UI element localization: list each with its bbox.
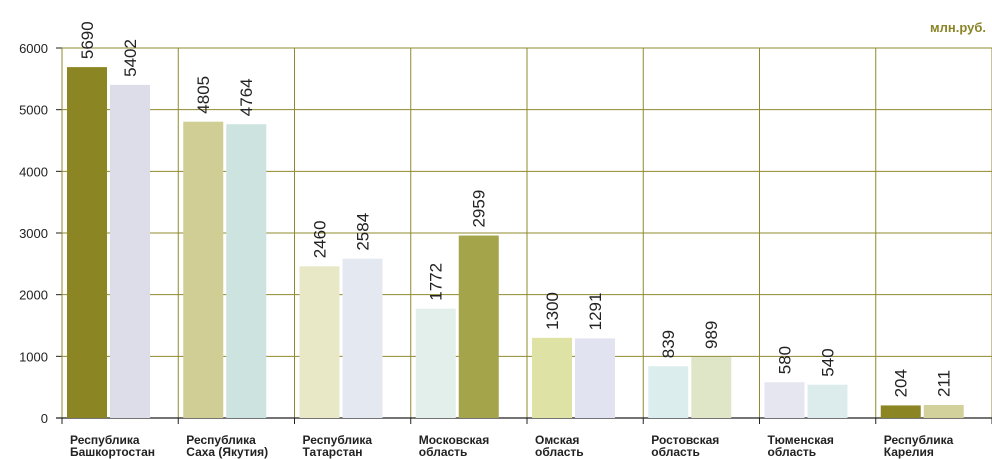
x-tick-label: Тюменская: [768, 433, 834, 447]
data-label: 211: [935, 370, 954, 397]
y-tick-label: 2000: [19, 288, 48, 303]
bar: [342, 258, 383, 418]
bar: [648, 366, 689, 418]
x-tick-label: Саха (Якутия): [186, 445, 268, 459]
x-tick-label: Республика: [303, 433, 373, 447]
x-tick-label: область: [768, 445, 817, 459]
y-tick-label: 0: [41, 411, 48, 426]
bar: [458, 235, 499, 418]
data-label: 2959: [470, 190, 489, 228]
data-label: 1300: [543, 292, 562, 330]
data-label: 2460: [311, 220, 330, 258]
bar: [299, 266, 340, 418]
x-tick-label: Омская: [535, 433, 579, 447]
x-tick-label: Республика: [186, 433, 256, 447]
bar: [880, 405, 921, 418]
data-label: 5402: [121, 39, 140, 77]
x-tick-label: область: [535, 445, 584, 459]
x-tick-label: Республика: [884, 433, 954, 447]
x-tick-label: Республика: [70, 433, 140, 447]
y-tick-label: 5000: [19, 103, 48, 118]
data-label: 204: [892, 369, 911, 397]
data-label: 540: [819, 348, 838, 376]
x-tick-label: область: [651, 445, 700, 459]
y-tick-label: 3000: [19, 226, 48, 241]
y-tick-label: 4000: [19, 164, 48, 179]
y-tick-label: 1000: [19, 349, 48, 364]
bar: [67, 67, 107, 418]
data-label: 989: [702, 321, 721, 349]
data-label: 4764: [237, 78, 256, 116]
bar: [764, 382, 805, 418]
data-label: 1291: [586, 293, 605, 331]
data-label: 4805: [194, 76, 213, 114]
x-tick-label: область: [419, 445, 468, 459]
bar: [183, 121, 224, 419]
bar: [575, 338, 615, 418]
data-label: 2584: [354, 213, 373, 251]
bar: [691, 357, 732, 418]
bar: [110, 84, 150, 419]
data-label: 839: [659, 330, 678, 358]
x-tick-label: Карелия: [884, 445, 934, 459]
unit-label: млн.руб.: [930, 20, 986, 35]
x-tick-label: Ростовская: [651, 433, 719, 447]
bar: [807, 384, 848, 418]
bar: [923, 404, 964, 418]
data-label: 580: [776, 346, 795, 374]
x-tick-label: Башкортостан: [70, 445, 155, 459]
bar: [532, 337, 572, 418]
data-label: 5690: [78, 21, 97, 59]
bar: [226, 124, 267, 418]
data-label: 1772: [427, 263, 446, 301]
x-tick-label: Московская: [419, 433, 489, 447]
y-tick-label: 6000: [19, 41, 48, 56]
x-tick-label: Татарстан: [303, 445, 363, 459]
bar: [415, 308, 456, 418]
